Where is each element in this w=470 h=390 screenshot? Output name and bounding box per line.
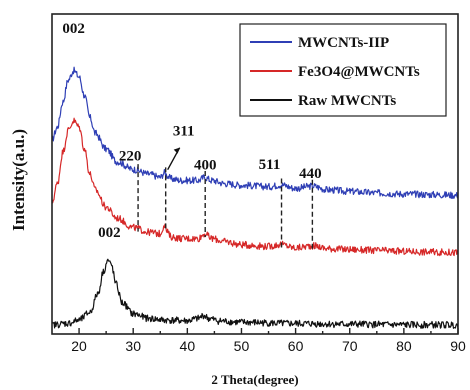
x-tick-label-70: 70 (342, 338, 358, 354)
x-axis-title: 2 Theta(degree) (211, 372, 298, 387)
peak-label-511: 511 (259, 157, 281, 173)
peak-label-311: 311 (173, 124, 195, 140)
peak-guide-lines (137, 164, 314, 249)
annotation-002-1: 002 (62, 21, 85, 37)
legend: MWCNTs-IIP Fe3O4@MWCNTs Raw MWCNTs (239, 23, 447, 117)
legend-label-fe3o4-mwcnts: Fe3O4@MWCNTs (298, 64, 420, 80)
x-tick-label-40: 40 (180, 338, 196, 354)
annotation-002-2: 002 (98, 225, 121, 241)
x-axis-ticks: 20 30 40 50 60 70 80 90 (71, 328, 466, 354)
y-axis-title: Intensity(a.u.) (9, 129, 28, 231)
peak-label-400: 400 (194, 157, 217, 173)
x-tick-label-60: 60 (288, 338, 304, 354)
peak-arrowhead-311 (173, 147, 180, 154)
x-tick-label-20: 20 (71, 338, 87, 354)
peak-label-440: 440 (299, 166, 322, 182)
peak-label-220: 220 (119, 148, 142, 164)
series-line-raw-mwcnts (51, 258, 459, 329)
legend-label-mwcnts-iip: MWCNTs-IIP (298, 35, 389, 51)
x-tick-label-90: 90 (450, 338, 466, 354)
plot-frame (51, 13, 459, 335)
legend-label-raw-mwcnts: Raw MWCNTs (298, 93, 396, 109)
series-line-fe3o4-mwcnts (51, 117, 459, 257)
x-tick-label-30: 30 (125, 338, 141, 354)
peak-labels: 220 311 400 511 440 002 002 (62, 21, 321, 241)
series-traces (51, 66, 459, 329)
series-line-mwcnts-iip (51, 66, 459, 200)
x-tick-label-80: 80 (396, 338, 412, 354)
x-tick-label-50: 50 (234, 338, 250, 354)
